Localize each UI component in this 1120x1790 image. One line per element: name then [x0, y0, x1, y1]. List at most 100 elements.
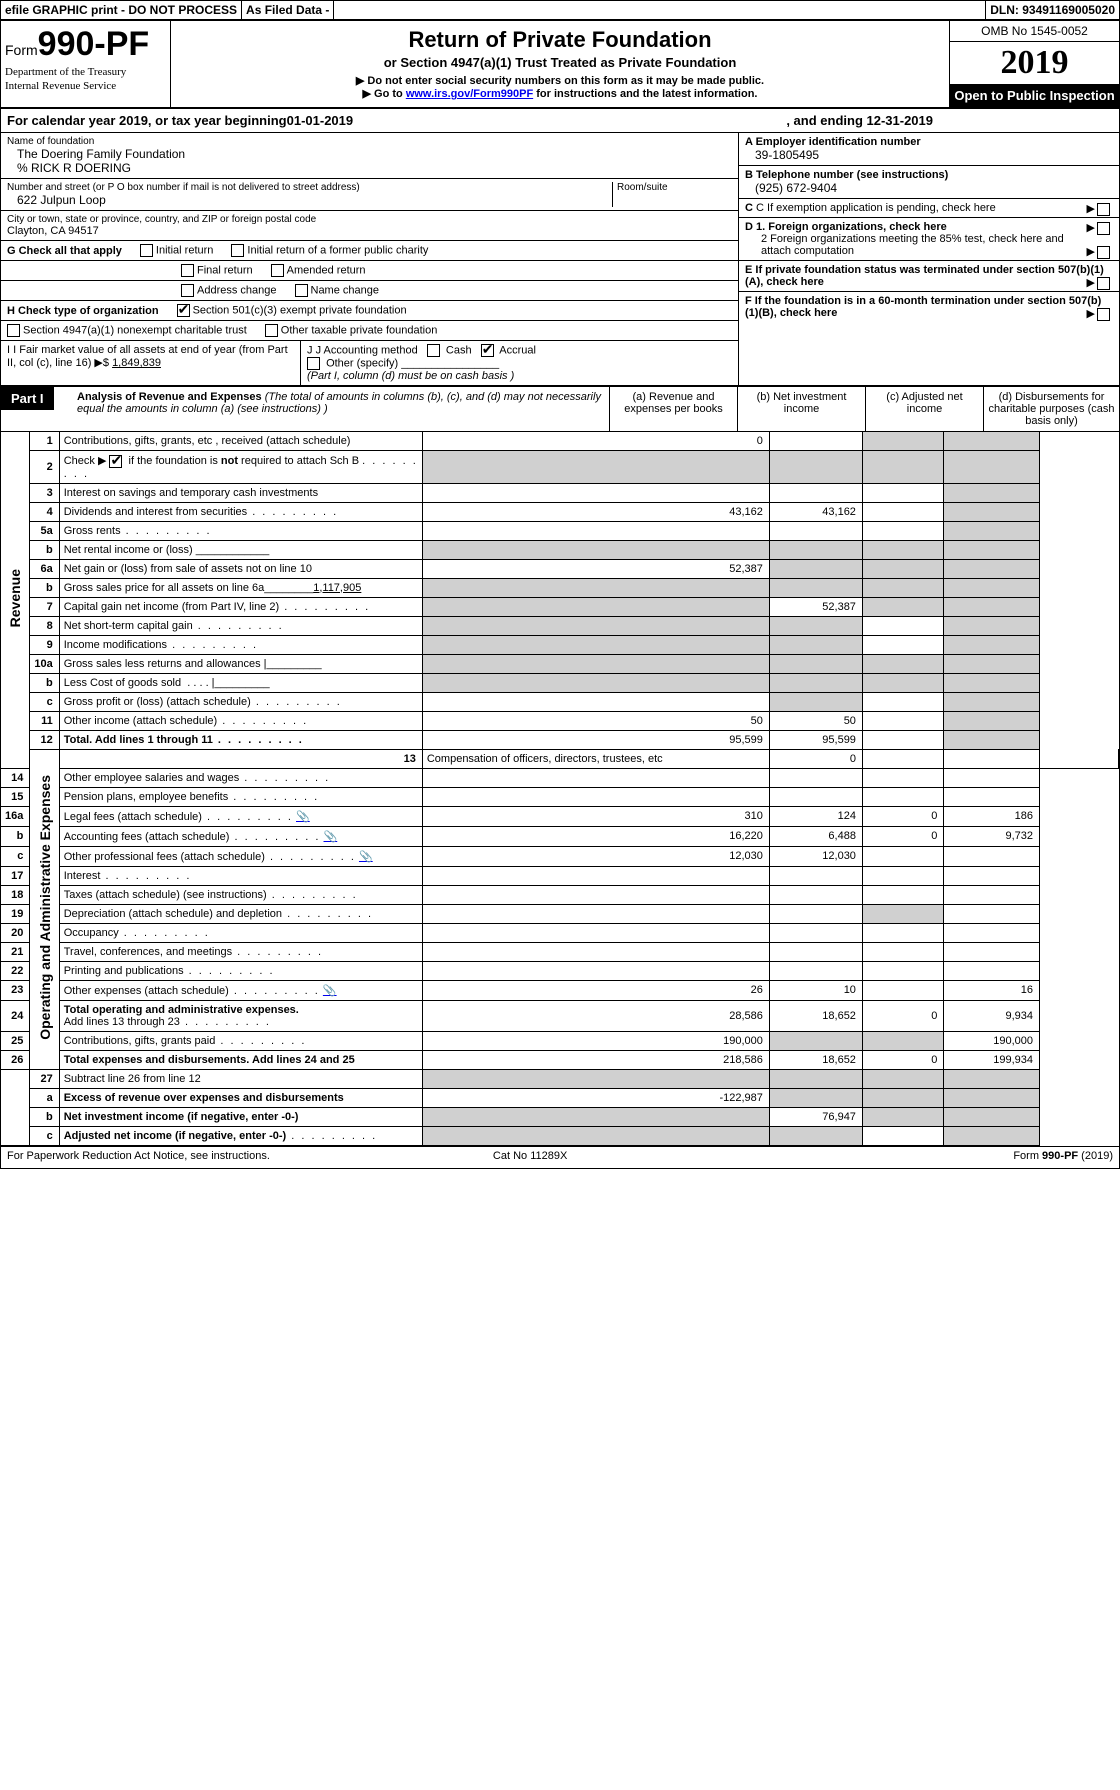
form-page: efile GRAPHIC print - DO NOT PROCESS As … [0, 0, 1120, 1169]
header-right: OMB No 1545-0052 2019 Open to Public Ins… [949, 21, 1119, 107]
phone-value: (925) 672-9404 [745, 181, 1113, 195]
table-row: 25Contributions, gifts, grants paid190,0… [1, 1031, 1119, 1050]
col-b-header: (b) Net investment income [737, 387, 865, 431]
tax-year: 2019 [950, 42, 1119, 84]
dept-treasury: Department of the Treasury [5, 66, 166, 78]
cb-4947[interactable] [7, 324, 20, 337]
col-c-header: (c) Adjusted net income [865, 387, 983, 431]
page-footer: For Paperwork Reduction Act Notice, see … [1, 1146, 1119, 1168]
table-row: 14Other employee salaries and wages [1, 768, 1119, 787]
open-inspection: Open to Public Inspection [950, 84, 1119, 107]
table-row: bLess Cost of goods sold . . . . |______… [1, 673, 1119, 692]
fmv-value: 1,849,839 [112, 357, 161, 369]
part1-label: Part I [1, 387, 54, 410]
street-address: 622 Julpun Loop [7, 193, 612, 207]
cb-accrual[interactable] [481, 344, 494, 357]
form-prefix: Form [5, 42, 38, 58]
j-note: (Part I, column (d) must be on cash basi… [307, 370, 732, 382]
table-row: 16aLegal fees (attach schedule) 📎3101240… [1, 806, 1119, 826]
table-row: aExcess of revenue over expenses and dis… [1, 1088, 1119, 1107]
table-row: 3Interest on savings and temporary cash … [1, 483, 1119, 502]
table-row: bGross sales price for all assets on lin… [1, 578, 1119, 597]
calendar-year-row: For calendar year 2019, or tax year begi… [1, 109, 1119, 133]
cb-initial-former[interactable] [231, 244, 244, 257]
table-row: 20Occupancy [1, 923, 1119, 942]
cb-d2[interactable] [1097, 246, 1110, 259]
table-row: 17Interest [1, 866, 1119, 885]
city-state-zip: Clayton, CA 94517 [7, 225, 732, 237]
topbar: efile GRAPHIC print - DO NOT PROCESS As … [1, 1, 1119, 21]
cb-final-return[interactable] [181, 264, 194, 277]
year-begin: 01-01-2019 [287, 113, 354, 128]
table-row: 19Depreciation (attach schedule) and dep… [1, 904, 1119, 923]
attach-icon[interactable]: 📎 [359, 851, 373, 863]
paperwork-notice: For Paperwork Reduction Act Notice, see … [7, 1150, 270, 1162]
cb-address-change[interactable] [181, 284, 194, 297]
table-row: 9Income modifications [1, 635, 1119, 654]
attach-icon[interactable]: 📎 [323, 985, 337, 997]
table-row: 6aNet gain or (loss) from sale of assets… [1, 559, 1119, 578]
table-row: Revenue 1 Contributions, gifts, grants, … [1, 432, 1119, 451]
form-title: Return of Private Foundation [181, 27, 939, 53]
expenses-sidelabel: Operating and Administrative Expenses [30, 749, 59, 1069]
part1-table: Revenue 1 Contributions, gifts, grants, … [1, 432, 1119, 1146]
table-row: bNet investment income (if negative, ent… [1, 1107, 1119, 1126]
table-row: 12Total. Add lines 1 through 1195,59995,… [1, 730, 1119, 749]
cat-no: Cat No 11289X [493, 1150, 567, 1162]
header-center: Return of Private Foundation or Section … [171, 21, 949, 107]
info-section: Name of foundation The Doering Family Fo… [1, 133, 1119, 385]
foundation-name: The Doering Family Foundation [7, 147, 732, 161]
table-row: bAccounting fees (attach schedule) 📎16,2… [1, 826, 1119, 846]
attach-icon[interactable]: 📎 [324, 831, 338, 843]
table-row: cAdjusted net income (if negative, enter… [1, 1126, 1119, 1145]
cb-other-method[interactable] [307, 357, 320, 370]
cb-other-taxable[interactable] [265, 324, 278, 337]
instr-line2: ▶ Go to www.irs.gov/Form990PF for instru… [181, 87, 939, 100]
i-label: I [7, 344, 10, 356]
table-row: 7Capital gain net income (from Part IV, … [1, 597, 1119, 616]
year-end: 12-31-2019 [867, 113, 934, 128]
cb-c[interactable] [1097, 203, 1110, 216]
col-a-header: (a) Revenue and expenses per books [609, 387, 737, 431]
table-row: 27Subtract line 26 from line 12 [1, 1069, 1119, 1088]
table-row: 15Pension plans, employee benefits [1, 787, 1119, 806]
cb-e[interactable] [1097, 277, 1110, 290]
table-row: 10aGross sales less returns and allowanc… [1, 654, 1119, 673]
cb-sch-b[interactable] [109, 455, 122, 468]
table-row: 2 Check ▶ if the foundation is not requi… [1, 451, 1119, 484]
g-label: G Check all that apply [7, 245, 122, 257]
instr-line1: ▶ Do not enter social security numbers o… [181, 74, 939, 87]
col-d-header: (d) Disbursements for charitable purpose… [983, 387, 1119, 431]
header-row: Form990-PF Department of the Treasury In… [1, 21, 1119, 109]
cb-initial-return[interactable] [140, 244, 153, 257]
h-label: H Check type of organization [7, 305, 159, 317]
form-id-block: Form990-PF Department of the Treasury In… [1, 21, 171, 107]
cb-501c3[interactable] [177, 304, 190, 317]
table-row: 11Other income (attach schedule)5050 [1, 711, 1119, 730]
attach-icon[interactable]: 📎 [296, 811, 310, 823]
table-row: cGross profit or (loss) (attach schedule… [1, 692, 1119, 711]
cb-cash[interactable] [427, 344, 440, 357]
dln-value: 93491169005020 [1022, 3, 1115, 17]
table-row: 8Net short-term capital gain [1, 616, 1119, 635]
dln-label: DLN: [990, 3, 1019, 17]
form-subtitle: or Section 4947(a)(1) Trust Treated as P… [181, 55, 939, 70]
form-footer-id: Form 990-PF (2019) [1013, 1150, 1113, 1162]
table-row: 5aGross rents [1, 521, 1119, 540]
foundation-name-cell: Name of foundation The Doering Family Fo… [1, 133, 738, 179]
care-of: % RICK R DOERING [7, 161, 732, 175]
table-row: 24Total operating and administrative exp… [1, 1000, 1119, 1031]
part1-header: Part I Analysis of Revenue and Expenses … [1, 385, 1119, 432]
cb-f[interactable] [1097, 308, 1110, 321]
dln-cell: DLN: 93491169005020 [985, 1, 1119, 19]
table-row: 26Total expenses and disbursements. Add … [1, 1050, 1119, 1069]
cb-amended-return[interactable] [271, 264, 284, 277]
table-row: 21Travel, conferences, and meetings [1, 942, 1119, 961]
cb-d1[interactable] [1097, 222, 1110, 235]
omb-number: OMB No 1545-0052 [950, 21, 1119, 42]
table-row: 23Other expenses (attach schedule) 📎2610… [1, 980, 1119, 1000]
irs-link[interactable]: www.irs.gov/Form990PF [406, 88, 533, 100]
table-row: 18Taxes (attach schedule) (see instructi… [1, 885, 1119, 904]
ein-value: 39-1805495 [745, 148, 1113, 162]
cb-name-change[interactable] [295, 284, 308, 297]
